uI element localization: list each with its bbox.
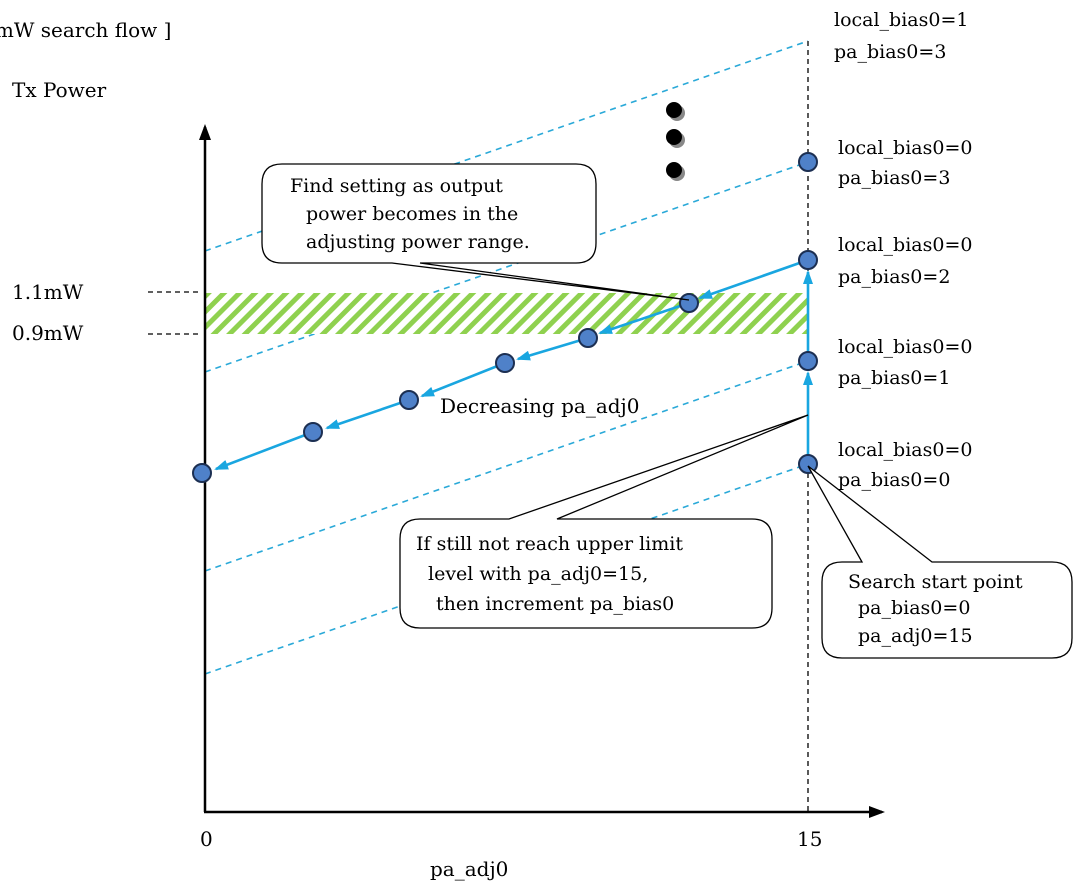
callout-find-line-2: power becomes in the [306, 203, 518, 225]
callout-increment-line-3: then increment pa_bias0 [436, 593, 674, 615]
callout-search-start [807, 465, 1073, 659]
bias-label-5-pa: pa_bias0=0 [838, 469, 950, 491]
point-pb1 [798, 351, 818, 371]
point-step-4 [399, 390, 419, 410]
bias-label-3-pa: pa_bias0=2 [838, 266, 950, 288]
bias-curve-lb0-pb1 [204, 360, 809, 572]
callout-find-line-3: adjusting power range. [306, 231, 530, 253]
bias-label-1-pa: pa_bias0=3 [834, 41, 946, 63]
upper-level-label: 1.1mW [12, 280, 84, 304]
point-found [679, 293, 699, 313]
decrease-arrow-2 [598, 301, 690, 335]
point-step-3 [495, 353, 515, 373]
diagram-title: [ 1mW search flow ] [0, 18, 171, 42]
bias-label-2: local_bias0=0 pa_bias0=3 [838, 137, 972, 189]
bias-curve-lb1-pb3 [204, 40, 809, 252]
callout-start-line-1: Search start point [848, 571, 1023, 593]
ellipsis-dots [666, 102, 685, 181]
bias-label-2-local: local_bias0=0 [838, 137, 972, 159]
bias-curve-lb0-pb3 [204, 161, 809, 373]
decrease-arrow-5 [325, 398, 410, 430]
callout-start-line-2: pa_bias0=0 [858, 597, 970, 619]
bias-label-4-pa: pa_bias0=1 [838, 367, 950, 389]
bias-label-1-local: local_bias0=1 [834, 9, 968, 31]
target-power-band [205, 293, 808, 334]
callout-increment [399, 414, 809, 629]
decrease-arrow-3 [516, 336, 589, 361]
bias-label-3-local: local_bias0=0 [838, 234, 972, 256]
bias-label-5-local: local_bias0=0 [838, 439, 972, 461]
lower-level-label: 0.9mW [12, 321, 84, 345]
callout-increment-line-1: If still not reach upper limit [416, 533, 683, 555]
bias-label-2-pa: pa_bias0=3 [838, 167, 950, 189]
decrease-arrow-4 [420, 361, 506, 398]
callout-increment-line-2: level with pa_adj0=15, [428, 563, 648, 585]
bias-label-3: local_bias0=0 pa_bias0=2 [838, 234, 972, 288]
callout-find-line-1: Find setting as output [290, 175, 503, 197]
x-tick-label-0: 0 [200, 827, 213, 851]
decrease-arrow-6 [214, 430, 314, 471]
point-start [798, 454, 818, 474]
point-step-5 [303, 422, 323, 442]
bias-label-4: local_bias0=0 pa_bias0=1 [838, 336, 972, 389]
point-pb3 [798, 152, 818, 172]
y-axis-label: Tx Power [12, 78, 107, 102]
decreasing-label: Decreasing pa_adj0 [440, 394, 639, 418]
point-end [192, 463, 212, 483]
decrease-arrow-1 [698, 258, 809, 300]
x-axis-label: pa_adj0 [430, 857, 508, 881]
bias-label-4-local: local_bias0=0 [838, 336, 972, 358]
callout-find-setting [261, 163, 690, 301]
callout-start-line-3: pa_adj0=15 [858, 625, 973, 647]
x-tick-label-15: 15 [797, 827, 822, 851]
bias-label-1: local_bias0=1 pa_bias0=3 [834, 9, 968, 63]
point-pb2 [798, 250, 818, 270]
bias-label-5: local_bias0=0 pa_bias0=0 [838, 439, 972, 491]
point-step-2 [578, 328, 598, 348]
